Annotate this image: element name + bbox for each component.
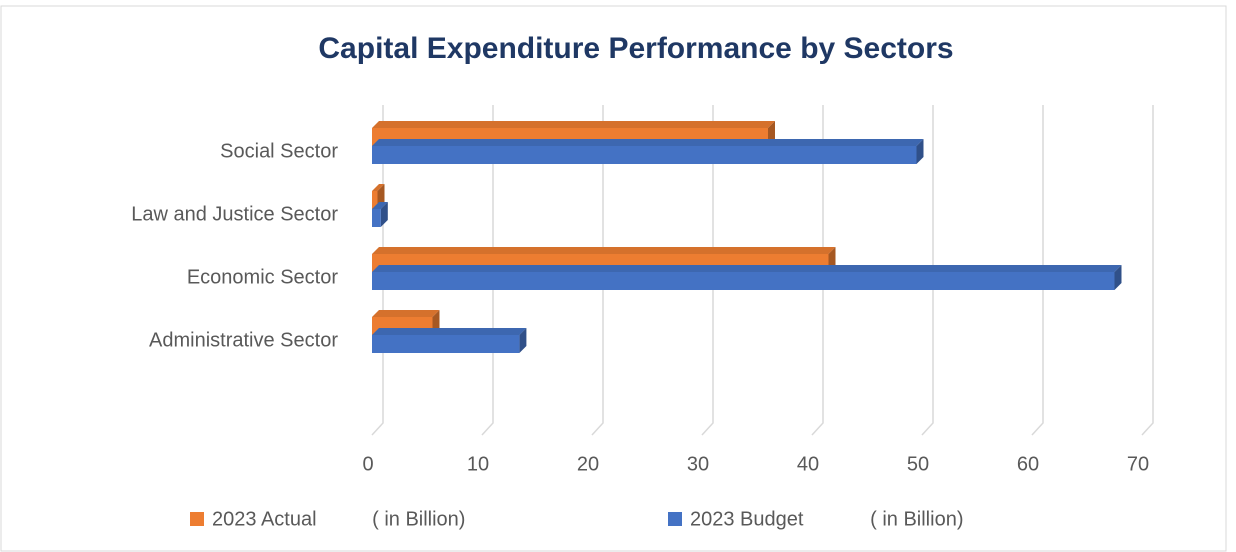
y-tick-label: Social Sector [220,140,338,162]
bar-face [372,328,527,335]
bar-face [380,202,388,227]
legend-label: 2023 Actual ( in Billion) [212,508,465,530]
chart-title: Capital Expenditure Performance by Secto… [318,32,953,65]
grid-line [591,105,604,436]
bar-face [372,139,924,146]
grid-line [1031,105,1044,436]
x-tick-label: 60 [1017,453,1039,475]
y-tick-label: Law and Justice Sector [131,203,338,225]
y-tick-label: Administrative Sector [149,329,338,351]
grid-line [811,105,824,436]
legend-swatch [190,512,204,526]
x-tick-label: 40 [797,453,819,475]
bar-face [372,191,378,209]
bar-face [372,202,388,209]
legend-swatch [668,512,682,526]
bar-face [372,272,1115,290]
bar-face [372,209,381,227]
chart-frame [0,5,1227,552]
bar-face [372,121,775,128]
bar-face [519,328,527,353]
grid-line [701,105,714,436]
x-tick-label: 50 [907,453,929,475]
bar [372,328,527,353]
bar [372,202,388,227]
bar-face [372,146,917,164]
bar [372,265,1122,290]
bar-face [372,265,1122,272]
x-tick-label: 20 [577,453,599,475]
legend-label: 2023 Budget ( in Billion) [690,508,963,530]
x-tick-label: 70 [1127,453,1149,475]
bar-face [916,139,924,164]
bar [372,139,924,164]
bar-face [372,335,520,353]
y-tick-label: Economic Sector [187,266,339,288]
bar-face [372,184,385,191]
bar-face [1114,265,1122,290]
grid-line [1141,105,1154,436]
grid-line [481,105,494,436]
bar-face [372,247,836,254]
bar-face [372,310,440,317]
x-tick-label: 30 [687,453,709,475]
x-tick-label: 10 [467,453,489,475]
x-tick-label: 0 [362,453,373,475]
grid-line [921,105,934,436]
